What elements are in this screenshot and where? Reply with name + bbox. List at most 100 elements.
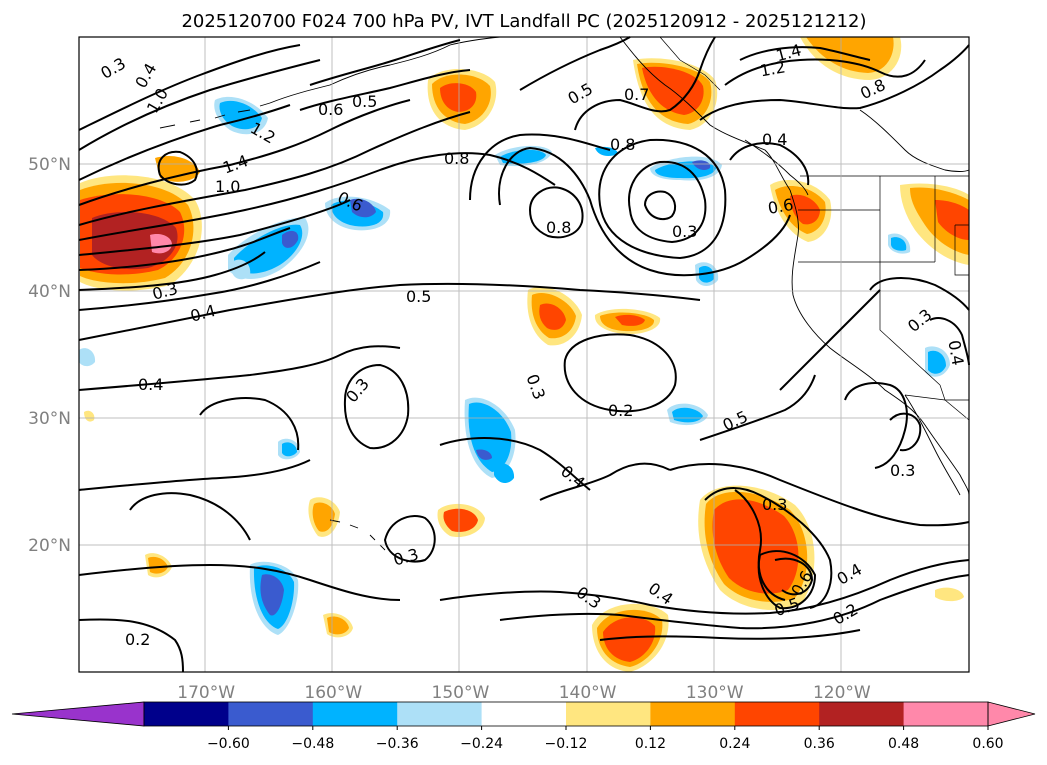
contour-label: 1.0 xyxy=(215,177,240,196)
shade-positive-south-red xyxy=(603,617,656,662)
lon-tick-label: 120°W xyxy=(813,683,871,703)
contour-label: 0.4 xyxy=(138,375,163,394)
shade-positive-small1-red xyxy=(443,508,478,532)
contour-line xyxy=(699,44,970,121)
colorbar-box xyxy=(903,702,989,726)
contour-label: 0.4 xyxy=(944,339,967,367)
border-east xyxy=(934,176,969,276)
contour-line xyxy=(889,412,922,452)
shade-negative-15 xyxy=(595,146,618,156)
colorbar-tick-label: −0.12 xyxy=(545,736,588,752)
map-panel: 0.3 0.4 1.0 0.5 0.6 1.2 1.4 1.0 0.3 0.4 … xyxy=(78,36,970,673)
contour-line xyxy=(844,382,908,469)
contour-line xyxy=(78,345,401,391)
shade-negative-1c xyxy=(282,230,299,248)
contour-label: 1.2 xyxy=(758,57,786,80)
border-alaska-canada xyxy=(659,36,721,91)
colorbar-box xyxy=(819,702,905,726)
contour-line xyxy=(729,142,810,186)
shade-positive-mid1-red xyxy=(539,303,566,330)
contour-line xyxy=(929,317,970,366)
coast-north-america-west xyxy=(789,189,970,496)
contour-line xyxy=(779,289,881,391)
colorbar-tick-label: 0.24 xyxy=(719,736,750,752)
colorbar-tick-labels: −0.60 −0.48 −0.36 −0.24 −0.12 0.12 0.24 0.36 0.4… xyxy=(207,726,1004,752)
lon-tick-label: 130°W xyxy=(686,683,744,703)
shade-positive-small5 xyxy=(935,587,964,602)
contour-line xyxy=(129,492,251,541)
colorbar-tick-label: −0.60 xyxy=(207,736,250,752)
contour-line xyxy=(309,39,461,86)
shade-positive-se-red xyxy=(712,499,799,594)
colorbar-box xyxy=(481,702,567,726)
contour-label: 0.6 xyxy=(766,195,794,218)
contour-line xyxy=(78,563,401,601)
lat-tick-label: 20°N xyxy=(28,536,71,556)
shade-negative-8b xyxy=(672,407,703,423)
contour-line xyxy=(78,261,321,311)
contour-line xyxy=(78,111,471,226)
contour-line xyxy=(78,251,266,291)
shade-positive-small6 xyxy=(84,410,95,422)
shade-positive-nw xyxy=(155,155,200,182)
contour-line xyxy=(199,397,300,451)
coast-alaska-peninsula xyxy=(269,36,501,104)
contour-line xyxy=(519,36,631,91)
contour-line xyxy=(157,150,198,186)
border-nevada xyxy=(879,262,941,386)
contour-line xyxy=(739,46,871,61)
contour-label: 0.5 xyxy=(406,287,431,306)
contour-line xyxy=(699,374,816,441)
coast-hawaii xyxy=(329,519,386,551)
contour-label: 0.8 xyxy=(444,149,469,168)
pv-contours xyxy=(78,36,970,673)
colorbar-over-arrow xyxy=(987,701,1036,727)
contour-line xyxy=(734,489,786,601)
colorbar-under-arrow xyxy=(11,701,145,727)
contour-label: 0.2 xyxy=(608,401,633,420)
contour-line xyxy=(669,463,970,527)
coast-canada-inlet xyxy=(859,109,970,172)
contour-line xyxy=(704,487,833,609)
coast-vancouver xyxy=(744,139,809,196)
contour-line xyxy=(563,333,677,413)
contour-label: 0.2 xyxy=(125,630,150,649)
shade-negative-12b xyxy=(891,237,907,251)
contour-line xyxy=(78,44,301,131)
colorbar-box xyxy=(734,702,820,726)
colorbar-boxes xyxy=(144,702,989,726)
coast-aleutians xyxy=(159,102,271,129)
contour-line xyxy=(78,459,311,491)
contour-line xyxy=(757,550,817,610)
contour-line xyxy=(439,437,591,491)
colorbar-tick-label: 0.48 xyxy=(888,736,919,752)
shade-positive-small3-orange xyxy=(148,556,168,574)
colorbar-box xyxy=(144,702,229,726)
longitude-tick-labels: 170°W 160°W 150°W 140°W 130°W 120°W xyxy=(177,683,871,703)
shade-negative-2c xyxy=(350,198,376,218)
map-title: 2025120700 F024 700 hPa PV, IVT Landfall… xyxy=(181,11,866,32)
contour-line xyxy=(78,618,184,673)
contour-line xyxy=(499,574,970,630)
contour-line xyxy=(78,199,351,256)
colorbar-tick-label: −0.48 xyxy=(291,736,334,752)
contour-label: 0.3 xyxy=(672,222,697,241)
political-borders xyxy=(659,36,970,421)
shade-negative-9b xyxy=(282,442,297,457)
colorbar-box xyxy=(228,702,314,726)
shade-negative-13 xyxy=(79,348,96,367)
contour-line xyxy=(78,99,411,206)
coast-baja xyxy=(904,394,961,496)
contour-line xyxy=(78,59,321,151)
lon-tick-label: 170°W xyxy=(177,683,235,703)
border-ca-mexico xyxy=(904,394,946,401)
contour-line xyxy=(78,104,291,181)
contour-line xyxy=(528,186,584,239)
shade-positive-east-red xyxy=(935,200,969,240)
colorbar-tick-label: 0.12 xyxy=(635,736,666,752)
colorbar-tick-label: −0.24 xyxy=(460,736,503,752)
lat-tick-label: 50°N xyxy=(28,155,71,175)
contour-label: 0.8 xyxy=(610,135,635,154)
shade-positive-north-red xyxy=(440,83,477,112)
